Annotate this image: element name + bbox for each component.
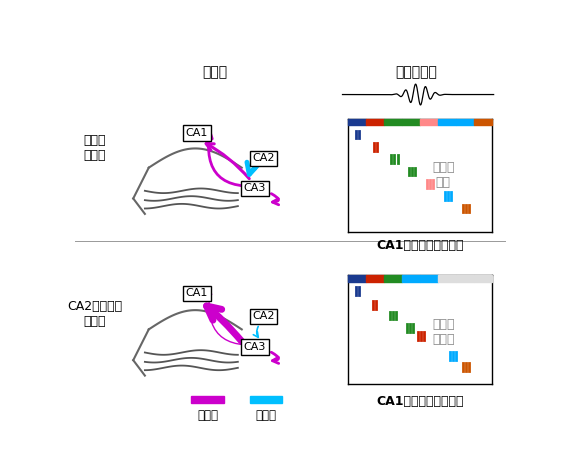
Bar	[402, 276, 420, 282]
Bar	[250, 396, 282, 403]
Text: 正確に
再生: 正確に 再生	[432, 162, 454, 190]
Text: CA1ニューロンの再生: CA1ニューロンの再生	[376, 239, 464, 252]
Bar	[438, 276, 456, 282]
Bar	[348, 119, 366, 125]
Text: CA3: CA3	[244, 184, 266, 193]
Bar	[384, 119, 402, 125]
Bar	[456, 119, 474, 125]
FancyBboxPatch shape	[241, 340, 269, 355]
Bar	[456, 276, 474, 282]
Bar	[384, 276, 402, 282]
FancyBboxPatch shape	[250, 309, 278, 324]
Text: CA1: CA1	[186, 128, 208, 138]
Bar	[366, 119, 384, 125]
FancyBboxPatch shape	[183, 285, 211, 301]
Text: CA3: CA3	[244, 342, 266, 352]
Text: CA1: CA1	[186, 288, 208, 298]
Text: CA2: CA2	[252, 154, 275, 163]
Text: CA2不活性化
マウス: CA2不活性化 マウス	[67, 300, 122, 328]
Text: モデル: モデル	[202, 65, 227, 79]
Bar	[474, 276, 492, 282]
Bar	[420, 276, 438, 282]
Bar	[348, 276, 366, 282]
FancyBboxPatch shape	[183, 125, 211, 141]
Bar	[192, 396, 224, 403]
Text: CA2: CA2	[252, 311, 275, 321]
Bar	[402, 119, 420, 125]
Text: 未処置
マウス: 未処置 マウス	[83, 134, 106, 163]
Text: 興奋性: 興奋性	[255, 410, 276, 423]
FancyBboxPatch shape	[250, 151, 278, 166]
Bar	[438, 119, 456, 125]
Bar	[366, 276, 384, 282]
FancyBboxPatch shape	[241, 181, 269, 196]
Bar	[420, 119, 438, 125]
Text: 再生は
不正確: 再生は 不正確	[432, 318, 454, 346]
Bar	[474, 119, 492, 125]
Text: リップル波: リップル波	[395, 65, 437, 79]
Text: 抑制性: 抑制性	[197, 410, 218, 423]
Text: CA1ニューロンの再生: CA1ニューロンの再生	[376, 395, 464, 408]
